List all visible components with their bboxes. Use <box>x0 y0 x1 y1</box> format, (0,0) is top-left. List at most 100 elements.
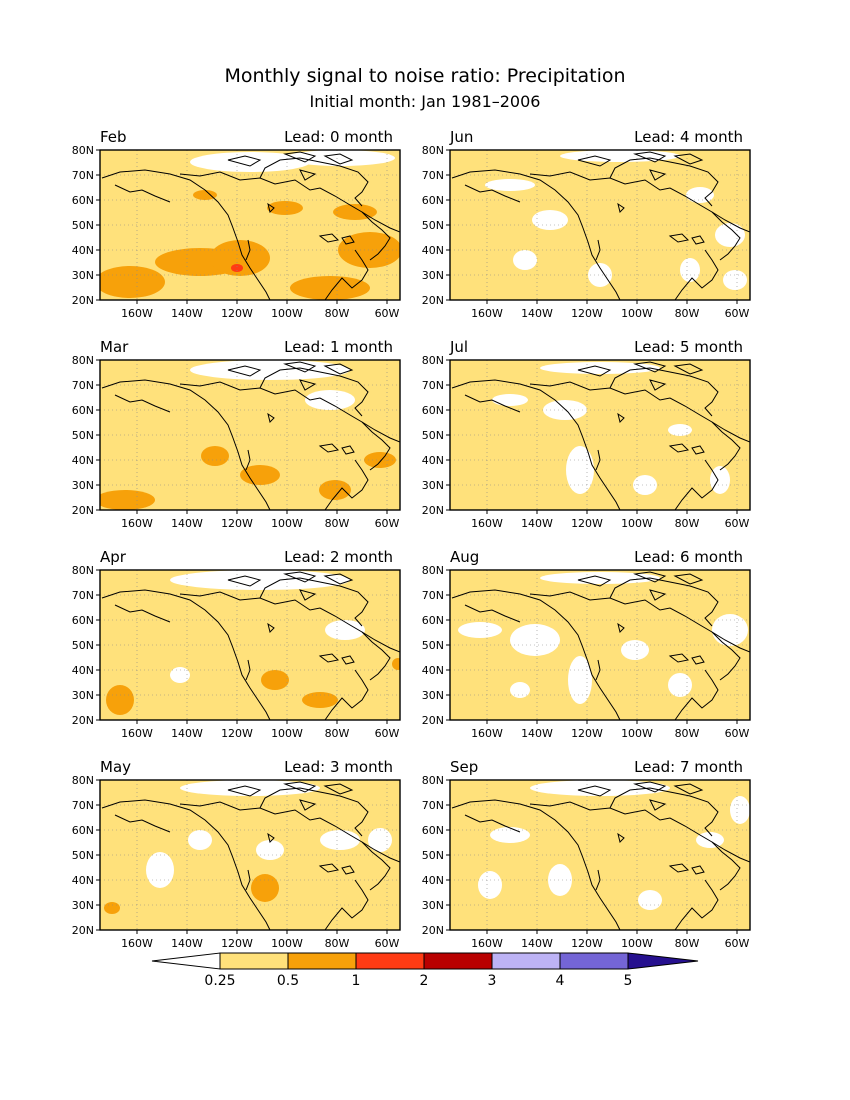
lon-label: 120W <box>571 307 603 320</box>
lat-label: 20N <box>72 714 94 727</box>
lat-label: 80N <box>72 354 94 367</box>
lon-label: 140W <box>171 307 203 320</box>
lon-label: 80W <box>325 937 350 950</box>
lat-label: 80N <box>422 774 444 787</box>
lon-label: 80W <box>325 727 350 740</box>
lat-label: 60N <box>422 194 444 207</box>
lon-label: 100W <box>621 517 653 530</box>
map-grid <box>450 780 750 930</box>
lon-label: 100W <box>271 307 303 320</box>
panel-lead: Lead: 6 month <box>634 548 743 566</box>
lat-label: 50N <box>72 639 94 652</box>
lat-label: 50N <box>422 849 444 862</box>
lon-label: 120W <box>571 517 603 530</box>
panel-month: Sep <box>450 758 478 776</box>
lat-label: 50N <box>422 219 444 232</box>
lat-label: 30N <box>422 269 444 282</box>
lon-label: 140W <box>521 517 553 530</box>
colorbar-label: 3 <box>488 973 497 989</box>
lon-label: 160W <box>471 307 503 320</box>
lat-label: 20N <box>422 504 444 517</box>
lat-label: 40N <box>422 874 444 887</box>
lat-label: 80N <box>422 354 444 367</box>
lon-label: 100W <box>621 307 653 320</box>
lon-label: 80W <box>675 937 700 950</box>
lat-label: 40N <box>72 874 94 887</box>
panel-lead: Lead: 3 month <box>284 758 393 776</box>
coastline <box>451 781 750 930</box>
colorbar-swatch <box>559 952 629 970</box>
map-panel-apr: 20N 30N 40N 50N 60N 70N 80N 160W 140W 120W 100W 80W… <box>72 548 401 740</box>
map-panel-sep: 20N 30N 40N 50N 60N 70N 80N 160W 140W 120W 100W 80W… <box>422 758 751 950</box>
map-panel-may: 20N 30N 40N 50N 60N 70N 80N 160W 140W 120W 100W 80W… <box>72 758 401 950</box>
panel-lead: Lead: 4 month <box>634 128 743 146</box>
lat-label: 50N <box>72 429 94 442</box>
lat-label: 60N <box>422 404 444 417</box>
panel-lead: Lead: 7 month <box>634 758 743 776</box>
coastline <box>101 571 400 720</box>
colorbar-swatch <box>355 952 425 970</box>
lat-label: 70N <box>72 379 94 392</box>
map-grid <box>100 150 400 300</box>
lat-label: 80N <box>72 774 94 787</box>
lat-label: 40N <box>72 664 94 677</box>
panel-lead: Lead: 1 month <box>284 338 393 356</box>
lat-label: 80N <box>72 144 94 157</box>
lat-label: 40N <box>422 664 444 677</box>
colorbar-label: 0.25 <box>204 973 235 989</box>
map-panels: 20N 30N 40N 50N 60N 70N 80N 160W 140W 120W 100W 80W… <box>72 128 751 950</box>
colorbar-label: 5 <box>624 973 633 989</box>
lon-label: 160W <box>121 517 153 530</box>
lon-label: 120W <box>221 727 253 740</box>
colorbar-swatch <box>219 952 289 970</box>
lat-label: 30N <box>72 899 94 912</box>
signal-field <box>100 150 400 300</box>
lon-label: 160W <box>121 307 153 320</box>
figure-title: Monthly signal to noise ratio: Precipita… <box>224 65 625 87</box>
lat-label: 40N <box>422 244 444 257</box>
lat-label: 20N <box>72 924 94 937</box>
lon-label: 160W <box>121 937 153 950</box>
colorbar-swatch <box>287 952 357 970</box>
lon-label: 60W <box>725 517 750 530</box>
lat-label: 70N <box>72 169 94 182</box>
colorbar-swatch <box>423 952 493 970</box>
signal-field <box>450 360 750 510</box>
lat-label: 50N <box>72 219 94 232</box>
lon-label: 60W <box>375 937 400 950</box>
colorbar-label: 4 <box>556 973 565 989</box>
lat-label: 50N <box>422 639 444 652</box>
signal-field <box>450 780 750 930</box>
lat-label: 30N <box>422 689 444 702</box>
lon-label: 140W <box>171 937 203 950</box>
lat-label: 40N <box>72 454 94 467</box>
lat-label: 40N <box>422 454 444 467</box>
lon-label: 160W <box>471 517 503 530</box>
coastline <box>451 361 750 510</box>
lon-label: 160W <box>471 937 503 950</box>
lon-label: 60W <box>375 517 400 530</box>
lat-label: 70N <box>72 589 94 602</box>
lon-label: 120W <box>221 307 253 320</box>
panel-lead: Lead: 0 month <box>284 128 393 146</box>
lon-label: 60W <box>375 727 400 740</box>
panel-month: Jul <box>449 338 468 356</box>
lat-label: 70N <box>422 589 444 602</box>
lon-label: 140W <box>171 727 203 740</box>
lat-label: 20N <box>72 294 94 307</box>
map-panel-feb: 20N 30N 40N 50N 60N 70N 80N 160W 140W 120W 100W 80W… <box>72 128 401 320</box>
panel-month: Aug <box>450 548 479 566</box>
lat-label: 60N <box>72 404 94 417</box>
lon-label: 140W <box>171 517 203 530</box>
signal-field <box>100 570 400 720</box>
lon-label: 140W <box>521 937 553 950</box>
lon-label: 160W <box>471 727 503 740</box>
lat-label: 80N <box>72 564 94 577</box>
lon-label: 160W <box>121 727 153 740</box>
colorbar-label: 0.5 <box>277 973 299 989</box>
lon-label: 80W <box>675 727 700 740</box>
lat-label: 30N <box>72 479 94 492</box>
lat-label: 50N <box>72 849 94 862</box>
signal-field <box>100 360 400 510</box>
